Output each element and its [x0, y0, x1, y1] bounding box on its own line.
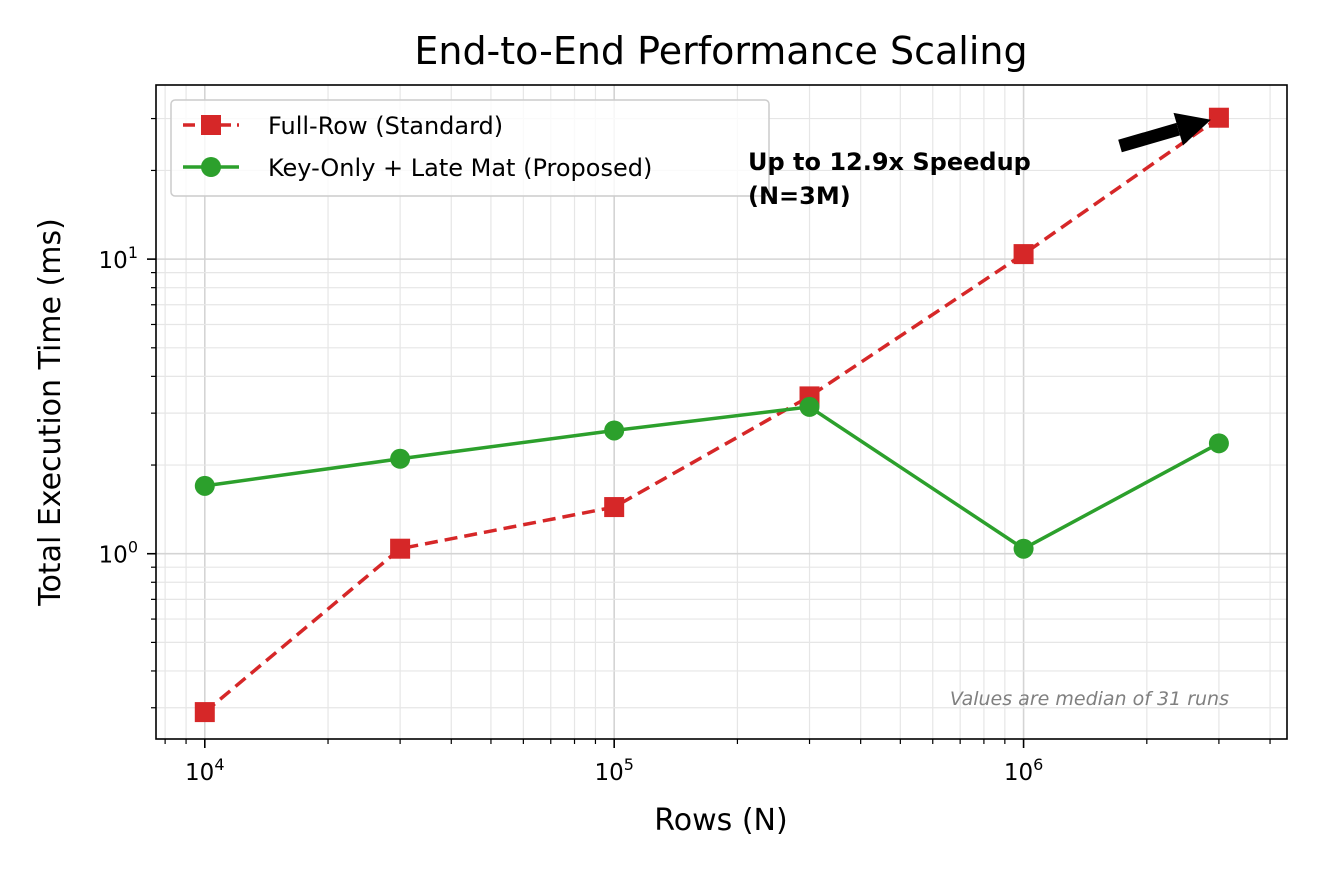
plot-frame	[155, 84, 1288, 740]
chart-title: End-to-End Performance Scaling	[414, 29, 1027, 73]
speedup-annotation-line-2: (N=3M)	[748, 182, 851, 210]
legend-entry-key-only: Key-Only + Late Mat (Proposed)	[183, 154, 652, 182]
speedup-arrow-shaft	[1118, 122, 1181, 153]
x-tick-label: 104	[185, 755, 224, 786]
speedup-annotation: Up to 12.9x Speedup (N=3M)	[748, 112, 1211, 210]
legend-entry-full-row: Full-Row (Standard)	[183, 112, 503, 140]
data-point-key-only	[1208, 433, 1229, 454]
speedup-arrow-head	[1173, 112, 1211, 146]
data-point-key-only	[194, 475, 215, 496]
axis-ticks	[147, 117, 1271, 748]
legend-marker-key-only	[201, 157, 221, 177]
tick-labels: 104 105 106 100 101	[99, 243, 1044, 786]
series-line-key-only	[204, 405, 1220, 551]
x-tick-label: 105	[594, 755, 633, 786]
data-point-full-row	[604, 497, 625, 518]
series	[194, 107, 1229, 723]
y-axis-label: Total Execution Time (ms)	[33, 218, 68, 607]
speedup-arrow	[1118, 112, 1211, 153]
legend-marker-full-row	[201, 115, 221, 135]
data-point-full-row	[390, 538, 411, 559]
y-tick-label: 100	[99, 538, 138, 569]
speedup-annotation-line-1: Up to 12.9x Speedup	[748, 148, 1031, 176]
series-line-full-row	[203, 116, 1220, 714]
data-point-full-row	[1013, 244, 1034, 265]
data-point-key-only	[604, 420, 625, 441]
data-point-full-row	[194, 702, 215, 723]
data-point-full-row	[1208, 107, 1229, 128]
data-point-key-only	[1013, 538, 1034, 559]
legend: Full-Row (Standard) Key-Only + Late Mat …	[170, 99, 770, 197]
median-runs-note: Values are median of 31 runs	[950, 688, 1229, 710]
legend-label-full-row: Full-Row (Standard)	[268, 112, 503, 140]
data-point-key-only	[390, 448, 411, 469]
y-tick-label: 101	[99, 243, 138, 274]
legend-frame	[170, 99, 770, 197]
data-point-key-only	[799, 396, 820, 417]
legend-label-key-only: Key-Only + Late Mat (Proposed)	[268, 154, 652, 182]
x-tick-label: 106	[1004, 755, 1043, 786]
x-axis-label: Rows (N)	[654, 803, 787, 838]
